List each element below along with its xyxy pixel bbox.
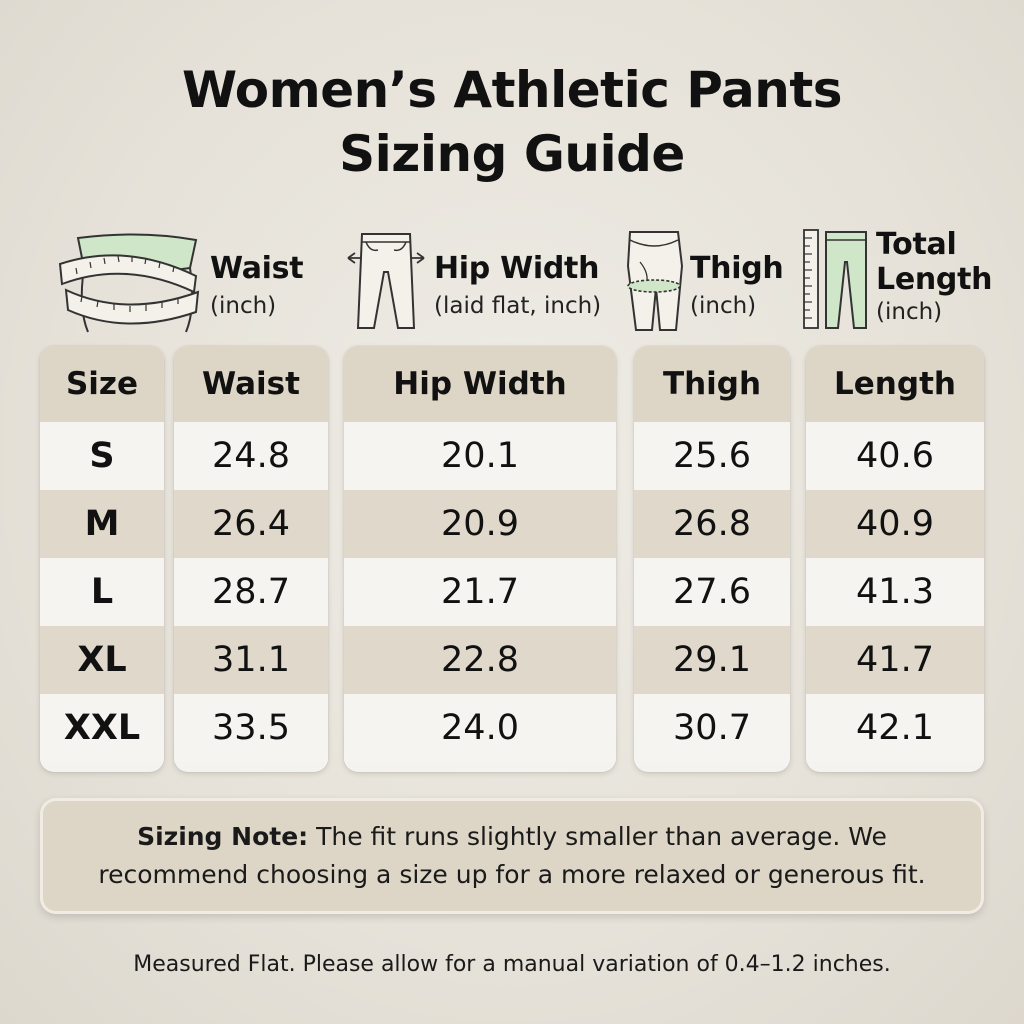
- length-cell: 41.3: [806, 558, 984, 626]
- length-cell: 40.9: [806, 490, 984, 558]
- thigh-measure-label: Thigh (inch): [690, 251, 784, 319]
- size-cell: L: [40, 558, 164, 626]
- column-header-waist: Waist: [174, 346, 328, 422]
- hip-width-pants-icon: [347, 233, 425, 329]
- length-column: Length 40.6 40.9 41.3 41.7 42.1: [806, 346, 984, 772]
- size-cell: XL: [40, 626, 164, 694]
- hip-width-cell: 20.1: [344, 422, 616, 490]
- page-title: Women’s Athletic Pants Sizing Guide: [0, 58, 1024, 186]
- waist-column: Waist 24.8 26.4 28.7 31.1 33.5: [174, 346, 328, 772]
- size-cell: S: [40, 422, 164, 490]
- size-cell: M: [40, 490, 164, 558]
- column-header-thigh: Thigh: [634, 346, 790, 422]
- size-cell: XXL: [40, 694, 164, 762]
- thigh-cell: 27.6: [634, 558, 790, 626]
- title-line-2: Sizing Guide: [339, 125, 685, 183]
- waist-cell: 33.5: [174, 694, 328, 762]
- sizing-note: Sizing Note: The fit runs slightly small…: [40, 798, 984, 914]
- sizing-note-label: Sizing Note:: [137, 822, 309, 851]
- sizing-note-text: Sizing Note: The fit runs slightly small…: [64, 818, 960, 894]
- length-cell: 40.6: [806, 422, 984, 490]
- thigh-measure-icon: [626, 231, 684, 331]
- waist-cell: 28.7: [174, 558, 328, 626]
- measurement-disclaimer: Measured Flat. Please allow for a manual…: [133, 952, 891, 977]
- waist-cell: 24.8: [174, 422, 328, 490]
- length-cell: 42.1: [806, 694, 984, 762]
- title-line-1: Women’s Athletic Pants: [181, 61, 843, 119]
- sizing-note-body: The fit runs slightly smaller than avera…: [98, 822, 926, 889]
- waist-cell: 31.1: [174, 626, 328, 694]
- column-header-size: Size: [40, 346, 164, 422]
- hip-width-cell: 21.7: [344, 558, 616, 626]
- hip-width-cell: 20.9: [344, 490, 616, 558]
- column-header-hip-width: Hip Width: [344, 346, 616, 422]
- thigh-column: Thigh 25.6 26.8 27.6 29.1 30.7: [634, 346, 790, 772]
- size-column: Size S M L XL XXL: [40, 346, 164, 772]
- total-length-measure-label: Total Length (inch): [876, 227, 993, 325]
- column-header-length: Length: [806, 346, 984, 422]
- thigh-cell: 25.6: [634, 422, 790, 490]
- waist-cell: 26.4: [174, 490, 328, 558]
- thigh-cell: 26.8: [634, 490, 790, 558]
- hip-width-cell: 24.0: [344, 694, 616, 762]
- thigh-cell: 30.7: [634, 694, 790, 762]
- hip-width-measure-label: Hip Width (laid flat, inch): [434, 251, 602, 319]
- length-cell: 41.7: [806, 626, 984, 694]
- thigh-cell: 29.1: [634, 626, 790, 694]
- hip-width-cell: 22.8: [344, 626, 616, 694]
- hip-width-column: Hip Width 20.1 20.9 21.7 22.8 24.0: [344, 346, 616, 772]
- waist-tape-icon: [58, 233, 200, 333]
- total-length-ruler-icon: [803, 229, 867, 329]
- waist-measure-label: Waist (inch): [210, 251, 304, 319]
